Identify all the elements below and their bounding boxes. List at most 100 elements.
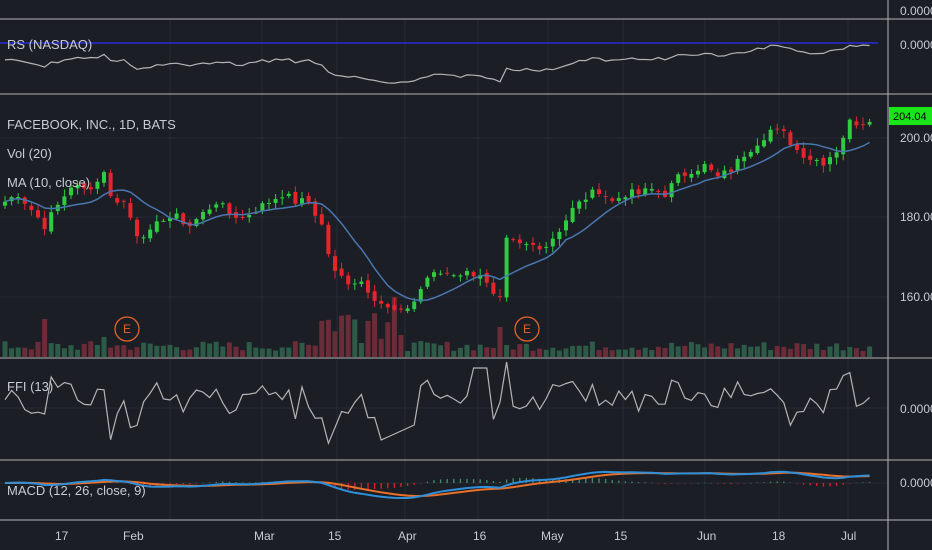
volume-label[interactable]: Vol (20) — [7, 146, 52, 161]
candle-body[interactable] — [550, 238, 555, 247]
candle-body[interactable] — [649, 188, 654, 191]
candle-body[interactable] — [425, 277, 430, 287]
candle-body[interactable] — [121, 200, 126, 202]
candle-body[interactable] — [597, 189, 601, 194]
candle-body[interactable] — [372, 291, 377, 301]
candle-body[interactable] — [201, 212, 205, 220]
candle-body[interactable] — [610, 198, 615, 201]
candle-body[interactable] — [762, 140, 766, 147]
candle-body[interactable] — [135, 219, 139, 237]
candle-body[interactable] — [814, 159, 819, 161]
candle-body[interactable] — [418, 289, 423, 302]
candle-body[interactable] — [478, 275, 483, 279]
macd-label[interactable]: MACD (12, 26, close, 9) — [7, 483, 146, 498]
candle-body[interactable] — [808, 155, 813, 160]
candle-body[interactable] — [517, 239, 522, 244]
candle-body[interactable] — [445, 272, 450, 274]
candle-body[interactable] — [29, 205, 34, 211]
candle-body[interactable] — [220, 203, 225, 205]
candle-body[interactable] — [49, 212, 54, 232]
candle-body[interactable] — [154, 221, 159, 232]
candle-body[interactable] — [669, 183, 674, 198]
candle-body[interactable] — [451, 275, 456, 277]
candle-body[interactable] — [319, 214, 324, 225]
candle-body[interactable] — [95, 181, 100, 189]
candle-body[interactable] — [696, 170, 700, 175]
candle-body[interactable] — [847, 119, 852, 140]
candle-body[interactable] — [656, 191, 661, 193]
ma-label[interactable]: MA (10, close) — [7, 175, 91, 190]
candle-body[interactable] — [3, 201, 7, 206]
candle-body[interactable] — [623, 197, 628, 200]
candle-body[interactable] — [405, 308, 410, 312]
candle-body[interactable] — [788, 132, 793, 146]
candle-body[interactable] — [181, 213, 186, 225]
candle-body[interactable] — [768, 129, 773, 142]
candle-body[interactable] — [82, 183, 87, 189]
candle-body[interactable] — [801, 148, 806, 158]
candle-body[interactable] — [616, 198, 621, 201]
candle-body[interactable] — [161, 220, 166, 222]
candle-body[interactable] — [742, 156, 747, 162]
candle-body[interactable] — [841, 137, 846, 155]
candle-body[interactable] — [577, 201, 582, 209]
rs-panel[interactable] — [0, 42, 878, 84]
candle-body[interactable] — [643, 188, 648, 195]
candle-body[interactable] — [313, 201, 318, 216]
candle-body[interactable] — [128, 203, 133, 218]
candle-body[interactable] — [352, 283, 357, 285]
candle-body[interactable] — [722, 170, 727, 179]
candle-body[interactable] — [174, 213, 179, 219]
candle-body[interactable] — [636, 189, 641, 195]
candle-body[interactable] — [293, 191, 298, 204]
candle-body[interactable] — [267, 202, 271, 204]
candle-body[interactable] — [498, 296, 502, 298]
candle-body[interactable] — [557, 231, 562, 240]
candle-body[interactable] — [333, 256, 337, 271]
candle-body[interactable] — [148, 229, 153, 239]
candle-body[interactable] — [438, 273, 443, 275]
candle-body[interactable] — [260, 203, 265, 211]
candle-body[interactable] — [115, 198, 120, 203]
candle-body[interactable] — [715, 172, 720, 177]
candle-body[interactable] — [280, 197, 285, 199]
candle-body[interactable] — [412, 301, 417, 310]
candle-body[interactable] — [141, 237, 146, 239]
candle-body[interactable] — [227, 203, 232, 215]
candle-body[interactable] — [603, 195, 608, 197]
candle-body[interactable] — [689, 173, 694, 178]
candle-body[interactable] — [682, 172, 687, 176]
candle-body[interactable] — [544, 246, 549, 248]
candle-body[interactable] — [729, 169, 733, 173]
candle-body[interactable] — [465, 271, 469, 276]
candle-body[interactable] — [504, 237, 509, 298]
rs-label[interactable]: RS (NASDAQ) — [7, 37, 93, 52]
candle-body[interactable] — [69, 187, 73, 196]
candle-body[interactable] — [207, 209, 212, 214]
candle-body[interactable] — [676, 174, 681, 183]
candle-body[interactable] — [62, 196, 67, 206]
earnings-marker[interactable]: E — [114, 316, 140, 342]
candle-body[interactable] — [828, 157, 832, 165]
candle-body[interactable] — [399, 308, 403, 310]
candle-body[interactable] — [735, 158, 740, 171]
candle-body[interactable] — [583, 199, 588, 202]
candle-body[interactable] — [775, 128, 780, 130]
candle-body[interactable] — [392, 305, 397, 310]
candle-body[interactable] — [570, 207, 575, 222]
candle-body[interactable] — [537, 245, 542, 250]
candle-body[interactable] — [385, 303, 390, 308]
candle-body[interactable] — [471, 271, 476, 277]
candle-body[interactable] — [286, 193, 291, 196]
candle-body[interactable] — [590, 189, 595, 198]
candle-body[interactable] — [755, 145, 760, 154]
candle-body[interactable] — [854, 121, 859, 126]
ffi-panel[interactable] — [4, 361, 870, 446]
candle-body[interactable] — [273, 198, 278, 203]
candle-body[interactable] — [102, 172, 106, 183]
candle-body[interactable] — [531, 242, 535, 245]
candlesticks[interactable] — [3, 116, 872, 314]
candle-body[interactable] — [867, 121, 872, 125]
symbol-title[interactable]: FACEBOOK, INC., 1D, BATS — [7, 117, 176, 132]
candle-body[interactable] — [795, 144, 799, 150]
